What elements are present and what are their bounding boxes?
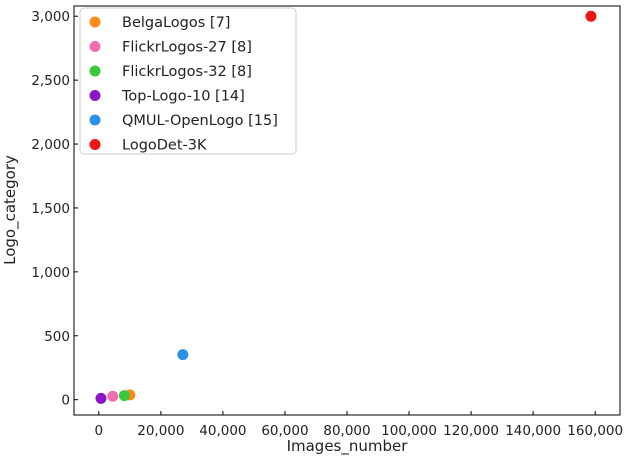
legend-entry: FlickrLogos-32 [8]	[122, 64, 252, 80]
legend-marker	[89, 114, 101, 126]
legend: BelgaLogos [7] FlickrLogos-27 [8] FlickrLo…	[79, 7, 297, 155]
y-tick-label: 0	[61, 393, 70, 409]
data-point	[177, 349, 189, 361]
x-tick-label: 60,000	[261, 423, 308, 439]
legend-marker	[89, 16, 101, 28]
legend-entry: LogoDet-3K	[122, 138, 207, 154]
y-tick-label: 1,000	[31, 265, 70, 281]
x-tick-label: 120,000	[443, 423, 499, 439]
x-axis: 0 20,000 40,000 60,000 80,000 100,000 120,000 1…	[95, 411, 623, 439]
data-point	[95, 392, 107, 404]
legend-marker	[89, 65, 101, 77]
y-tick-label: 500	[44, 329, 70, 345]
legend-box	[79, 7, 297, 155]
legend-marker	[89, 139, 101, 150]
x-tick-label: 0	[95, 423, 104, 439]
data-point	[118, 390, 130, 402]
y-tick-label: 2,500	[31, 73, 70, 89]
data-point	[585, 10, 597, 22]
x-tick-label: 140,000	[505, 423, 561, 439]
legend-marker	[89, 41, 101, 52]
x-tick-label: 40,000	[199, 423, 246, 439]
y-axis-label: Logo_category	[1, 155, 20, 265]
legend-entry: BelgaLogos [7]	[122, 15, 230, 31]
legend-entry: FlickrLogos-27 [8]	[122, 40, 252, 56]
data-point	[107, 390, 119, 402]
legend-marker	[89, 90, 101, 101]
y-tick-label: 1,500	[31, 201, 70, 217]
y-tick-label: 2,000	[31, 137, 70, 153]
y-axis: 0 500 1,000 1,500 2,000 2,500 3,000	[31, 9, 78, 409]
x-axis-label: Images_number	[287, 437, 409, 456]
y-tick-label: 3,000	[31, 9, 70, 25]
x-tick-label: 100,000	[381, 423, 437, 439]
legend-entry: QMUL-OpenLogo [15]	[122, 113, 278, 129]
x-tick-label: 20,000	[137, 423, 184, 439]
legend-entry: Top-Logo-10 [14]	[121, 89, 245, 105]
x-tick-label: 160,000	[567, 423, 623, 439]
data-points	[95, 10, 597, 404]
x-tick-label: 80,000	[323, 423, 370, 439]
